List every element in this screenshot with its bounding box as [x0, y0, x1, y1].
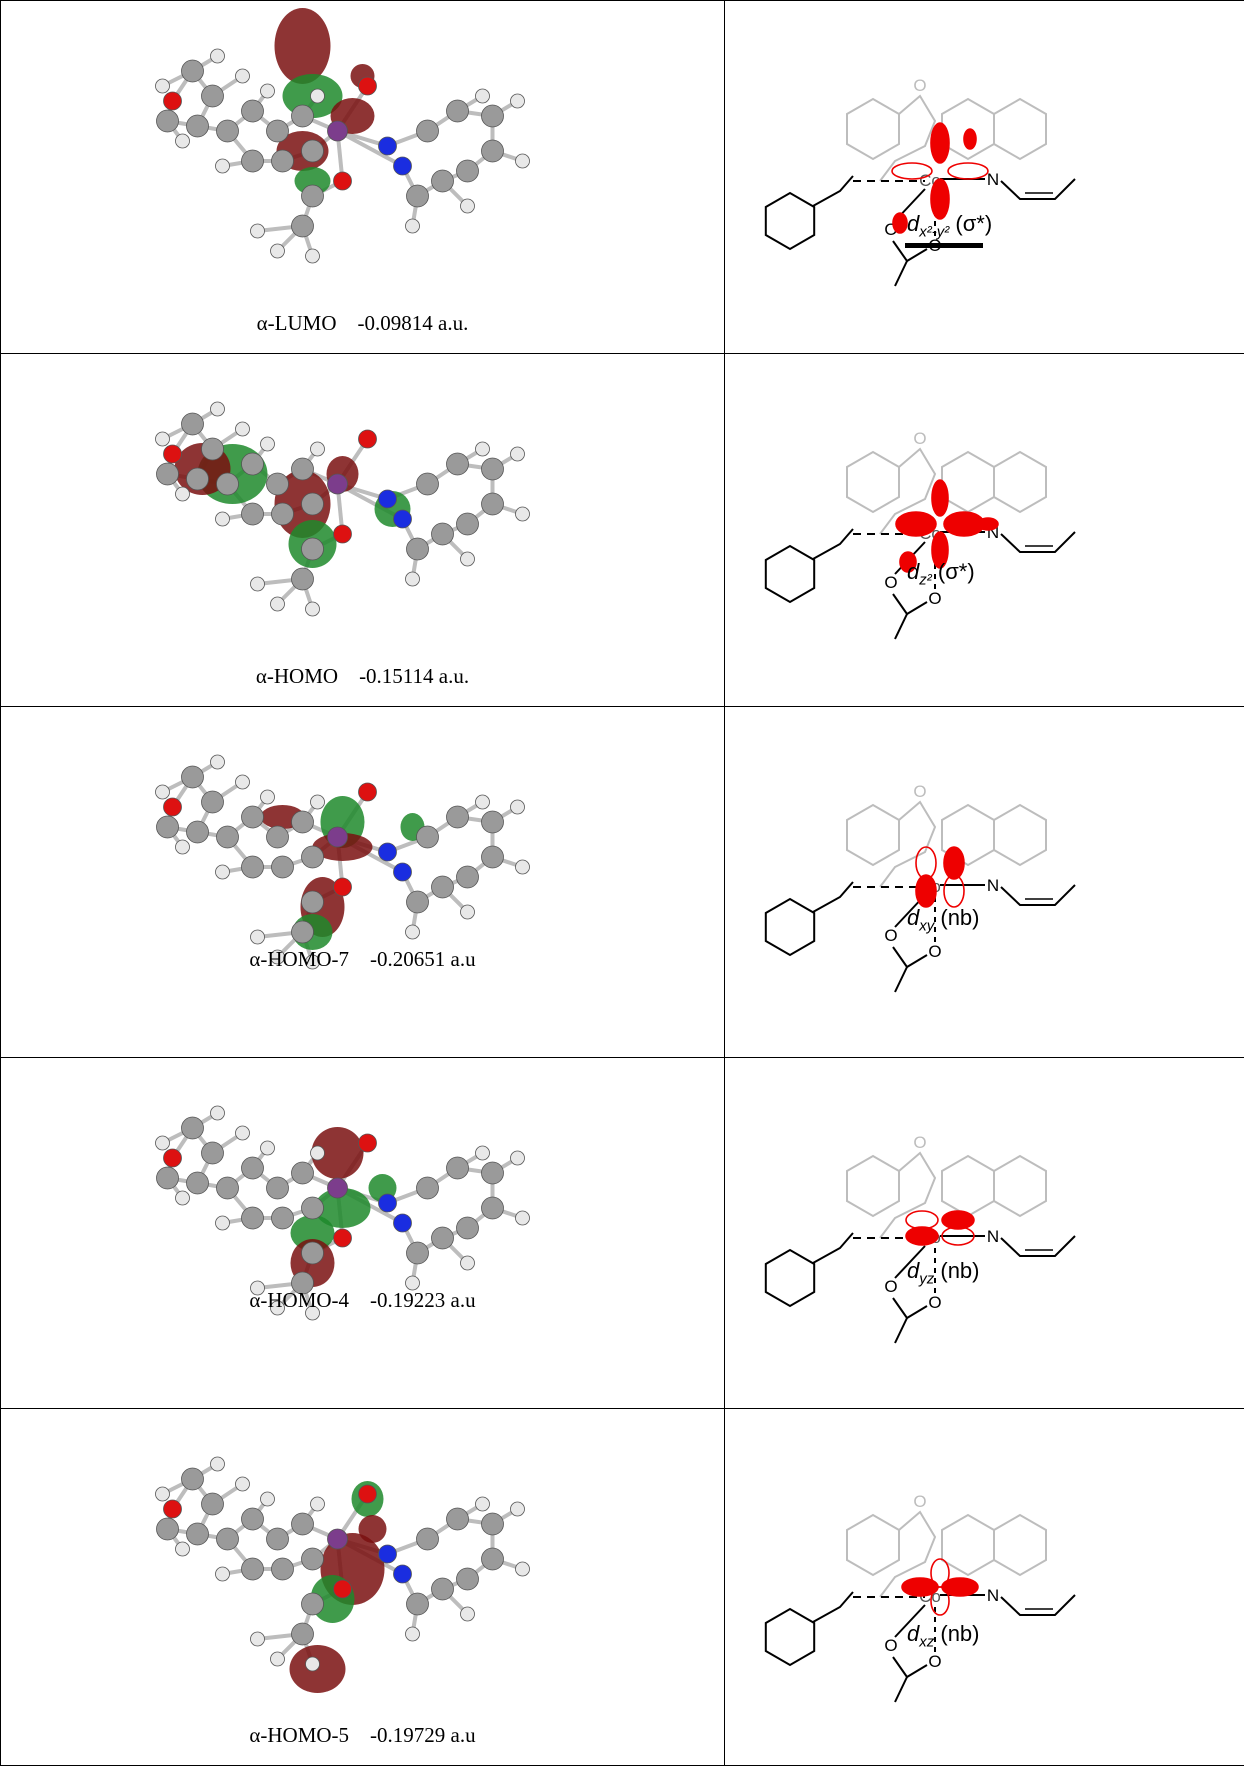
oxygen-label: O [884, 926, 897, 945]
orbital-subscript: x²-y² [919, 223, 949, 240]
orbital-label: dxy (nb) [907, 905, 980, 934]
mo-isosurface-render [1, 1409, 724, 1725]
oxygen-label: O [928, 1652, 941, 1671]
mo-caption: α-HOMO-5 -0.19729 a.u [1, 1723, 724, 1748]
orbital-subscript: yz [919, 1270, 934, 1287]
mo-render-cell: α-HOMO-4 -0.19223 a.u [1, 1058, 725, 1409]
nitrogen-label: N [987, 170, 999, 189]
oxygen-label: O [928, 942, 941, 961]
orbital-schematic-cell: OCoNOOdyz (nb) [725, 1058, 1244, 1409]
mo-energy: -0.09814 a.u. [358, 311, 469, 335]
oxygen-label: O [884, 1636, 897, 1655]
oxygen-label: O [913, 1133, 926, 1152]
orbital-subscript: xz [919, 1633, 934, 1650]
oxygen-label: O [928, 1293, 941, 1312]
oxygen-label: O [928, 589, 941, 608]
nitrogen-label: N [987, 1586, 999, 1605]
orbital-row: α-LUMO -0.09814 a.u.OCoNOOdx²-y² (σ*) [1, 1, 1244, 354]
mo-isosurface-render [1, 1, 724, 313]
orbital-character: (nb) [940, 905, 979, 930]
mo-isosurface-render [1, 354, 724, 666]
mo-energy: -0.20651 a.u [370, 947, 476, 971]
mo-name: α-HOMO-4 [249, 1288, 349, 1312]
orbital-label: dyz (nb) [907, 1258, 980, 1287]
mo-energy: -0.19729 a.u [370, 1723, 476, 1747]
nitrogen-label: N [987, 876, 999, 895]
mo-name: α-HOMO-7 [249, 947, 349, 971]
mo-render-cell: α-HOMO-7 -0.20651 a.u [1, 707, 725, 1058]
orbital-subscript: z² [919, 571, 932, 588]
mo-render-cell: α-LUMO -0.09814 a.u. [1, 1, 725, 354]
mo-name: α-HOMO-5 [249, 1723, 349, 1747]
orbital-row: α-HOMO-4 -0.19223 a.uOCoNOOdyz (nb) [1, 1058, 1244, 1409]
mo-caption: α-HOMO-7 -0.20651 a.u [1, 947, 724, 972]
orbital-label: dx²-y² (σ*) [907, 211, 992, 240]
mo-energy: -0.15114 a.u. [359, 664, 469, 688]
mo-name: α-HOMO [256, 664, 338, 688]
mo-energy: -0.19223 a.u [370, 1288, 476, 1312]
orbital-row: α-HOMO-7 -0.20651 a.uOCoNOOdxy (nb) [1, 707, 1244, 1058]
orbital-character: (nb) [940, 1621, 979, 1646]
orbital-schematic-cell: OCoNOOdx²-y² (σ*) [725, 1, 1244, 354]
mo-caption: α-LUMO -0.09814 a.u. [1, 311, 724, 336]
mo-caption: α-HOMO-4 -0.19223 a.u [1, 1288, 724, 1313]
mo-isosurface-render [1, 1058, 724, 1368]
mo-caption: α-HOMO -0.15114 a.u. [1, 664, 724, 689]
orbital-character: (σ*) [955, 211, 992, 236]
orbital-label: dz² (σ*) [907, 559, 975, 588]
mo-render-cell: α-HOMO -0.15114 a.u. [1, 354, 725, 707]
orbital-symbol: d [907, 1258, 919, 1283]
orbital-label: dxz (nb) [907, 1621, 980, 1650]
orbital-schematic-cell: OCoNOOdxy (nb) [725, 707, 1244, 1058]
oxygen-label: O [913, 782, 926, 801]
orbital-symbol: d [907, 211, 919, 236]
mo-name: α-LUMO [257, 311, 337, 335]
nitrogen-label: N [987, 1227, 999, 1246]
orbital-subscript: xy [919, 917, 934, 934]
mo-render-cell: α-HOMO-5 -0.19729 a.u [1, 1409, 725, 1766]
oxygen-label: O [913, 76, 926, 95]
oxygen-label: O [884, 573, 897, 592]
oxygen-label: O [913, 429, 926, 448]
oxygen-label: O [884, 1277, 897, 1296]
orbital-character: (σ*) [938, 559, 975, 584]
orbital-symbol: d [907, 905, 919, 930]
orbital-symbol: d [907, 1621, 919, 1646]
energy-level-bar [905, 243, 983, 248]
oxygen-label: O [913, 1492, 926, 1511]
orbital-symbol: d [907, 559, 919, 584]
orbital-character: (nb) [940, 1258, 979, 1283]
